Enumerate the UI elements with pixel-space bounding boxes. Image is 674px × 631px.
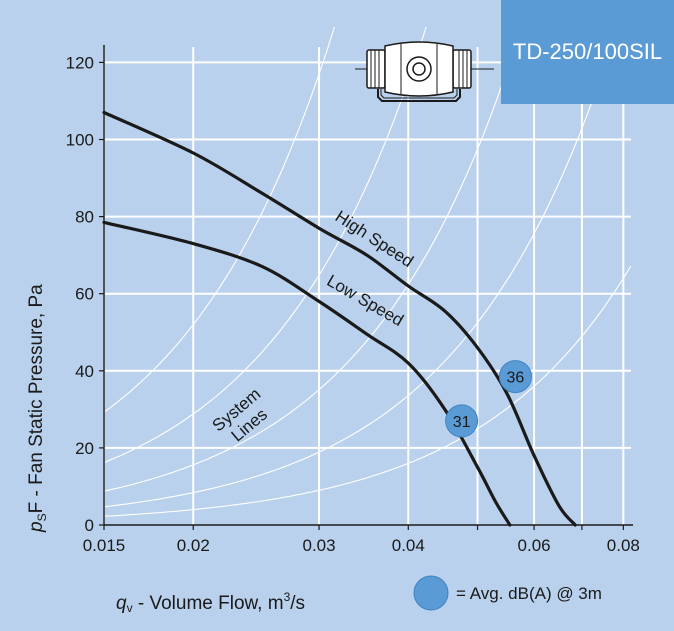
operating-point-label: 31: [453, 414, 471, 431]
x-tick-label: 0.02: [177, 536, 210, 555]
system-line: [104, 27, 336, 413]
operating-point-marker: [498, 360, 532, 394]
legend-marker: [413, 575, 449, 611]
model-label-box: TD-250/100SIL: [501, 0, 674, 104]
system-line: [104, 27, 427, 464]
x-tick-label: 0.015: [83, 536, 126, 555]
y-axis-text: F - Fan Static Pressure, Pa: [26, 284, 47, 514]
model-label: TD-250/100SIL: [512, 39, 663, 64]
y-tick-label: 40: [75, 362, 94, 381]
x-axis-symbol: q: [116, 593, 127, 614]
system-line: [104, 265, 631, 517]
series-line-0: [102, 110, 577, 527]
y-tick-label: 120: [66, 53, 94, 72]
svg-text:pSF - Fan Static Pressure, Pa: pSF - Fan Static Pressure, Pa: [26, 284, 49, 533]
y-tick-label: 80: [75, 208, 94, 227]
svg-text:qv - Volume Flow, m3/s: qv - Volume Flow, m3/s: [116, 590, 305, 615]
x-axis-text: - Volume Flow, m: [133, 593, 284, 614]
operating-points: 31 36: [445, 360, 532, 438]
grid: [103, 47, 631, 525]
axes: 0 20 40 60 80 100 120 0.015 0.02 0.03 0.04 0.06 0.08: [66, 45, 640, 555]
fan-icon: [355, 41, 494, 102]
x-tick-label: 0.03: [302, 536, 335, 555]
series-line-1: [102, 220, 512, 527]
legend: = Avg. dB(A) @ 3m: [413, 575, 602, 611]
y-tick-label: 0: [85, 516, 94, 535]
x-tick-label: 0.04: [392, 536, 425, 555]
operating-point-label: 36: [507, 370, 525, 387]
system-lines: [104, 27, 631, 517]
y-tick-label: 20: [75, 439, 94, 458]
x-axis-title: qv - Volume Flow, m3/s: [116, 590, 305, 615]
operating-point-marker: [445, 404, 479, 438]
x-axis-suffix: /s: [290, 593, 305, 614]
x-axis-subscript: v: [127, 601, 133, 615]
y-tick-label: 60: [75, 285, 94, 304]
x-axis-superscript: 3: [284, 590, 291, 604]
legend-text: = Avg. dB(A) @ 3m: [456, 584, 602, 603]
system-line: [104, 27, 522, 492]
y-axis-symbol: p: [26, 521, 47, 533]
y-axis-subscript: S: [35, 513, 49, 521]
system-line: [104, 27, 618, 508]
series-label-1: Low Speed: [324, 271, 407, 330]
y-axis-title: pSF - Fan Static Pressure, Pa: [26, 284, 49, 533]
x-tick-label: 0.08: [607, 536, 640, 555]
x-tick-label: 0.06: [518, 536, 551, 555]
y-tick-label: 100: [66, 131, 94, 150]
